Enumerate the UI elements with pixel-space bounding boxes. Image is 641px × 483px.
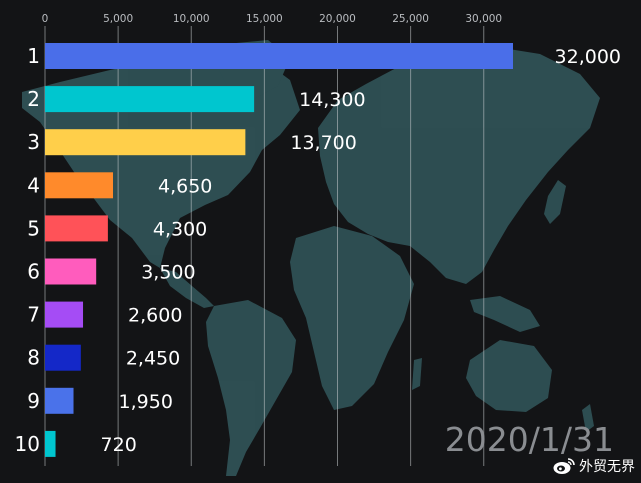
x-tick-label: 10,000 <box>173 13 210 25</box>
value-label: 4,300 <box>153 218 207 240</box>
value-label: 4,650 <box>158 175 212 197</box>
rank-label: 4 <box>27 173 40 197</box>
rank-label: 7 <box>27 303 40 327</box>
bar <box>45 172 114 199</box>
new-zealand-shape <box>582 404 594 432</box>
rank-label: 3 <box>27 130 40 154</box>
x-tick-label: 5,000 <box>103 13 133 25</box>
bar <box>45 129 246 156</box>
watermark: 外贸无界 <box>553 455 635 477</box>
japan-shape <box>544 180 566 224</box>
x-tick-label: 25,000 <box>392 13 429 25</box>
south-america-shape <box>206 300 296 476</box>
bar <box>45 215 108 242</box>
bars <box>45 43 513 457</box>
value-label: 3,500 <box>141 262 195 284</box>
se-asia-islands-shape <box>470 296 540 332</box>
value-label: 2,450 <box>126 348 180 370</box>
madagascar-shape <box>412 358 422 390</box>
x-tick-label: 0 <box>42 13 49 25</box>
bar <box>45 301 84 328</box>
central-america-shape <box>160 268 214 308</box>
value-label: 720 <box>101 434 137 456</box>
bar <box>45 344 81 371</box>
x-tick-label: 20,000 <box>319 13 356 25</box>
rank-label: 8 <box>27 346 40 370</box>
value-label: 32,000 <box>555 46 621 68</box>
rank-label: 5 <box>27 216 40 240</box>
bar <box>45 43 513 69</box>
africa-shape <box>290 226 414 410</box>
value-label: 13,700 <box>290 132 356 154</box>
rank-label: 1 <box>27 44 40 68</box>
value-labels: 32,000 14,300 13,700 4,650 4,300 3,500 2,600 2,… <box>101 46 621 456</box>
x-axis-ticks: 0 5,000 10,000 15,000 20,000 25,000 30,000 <box>42 13 502 25</box>
rank-label: 9 <box>27 389 40 413</box>
bar <box>45 430 56 457</box>
rank-label: 6 <box>27 260 40 284</box>
value-label: 1,950 <box>119 391 173 413</box>
weibo-icon <box>553 458 575 474</box>
bar <box>45 258 97 285</box>
value-label: 2,600 <box>128 305 182 327</box>
value-label: 14,300 <box>299 89 365 111</box>
rank-label: 10 <box>15 432 40 456</box>
x-tick-label: 30,000 <box>465 13 502 25</box>
watermark-text: 外贸无界 <box>579 459 635 475</box>
bar <box>45 86 255 113</box>
date-label: 2020/1/31 <box>445 420 614 459</box>
eurasia-shape <box>318 46 600 284</box>
australia-shape <box>466 340 552 412</box>
x-tick-label: 15,000 <box>246 13 283 25</box>
bar <box>45 387 74 414</box>
rank-labels: 1 2 3 4 5 6 7 8 9 10 <box>15 44 40 456</box>
rank-label: 2 <box>27 87 40 111</box>
